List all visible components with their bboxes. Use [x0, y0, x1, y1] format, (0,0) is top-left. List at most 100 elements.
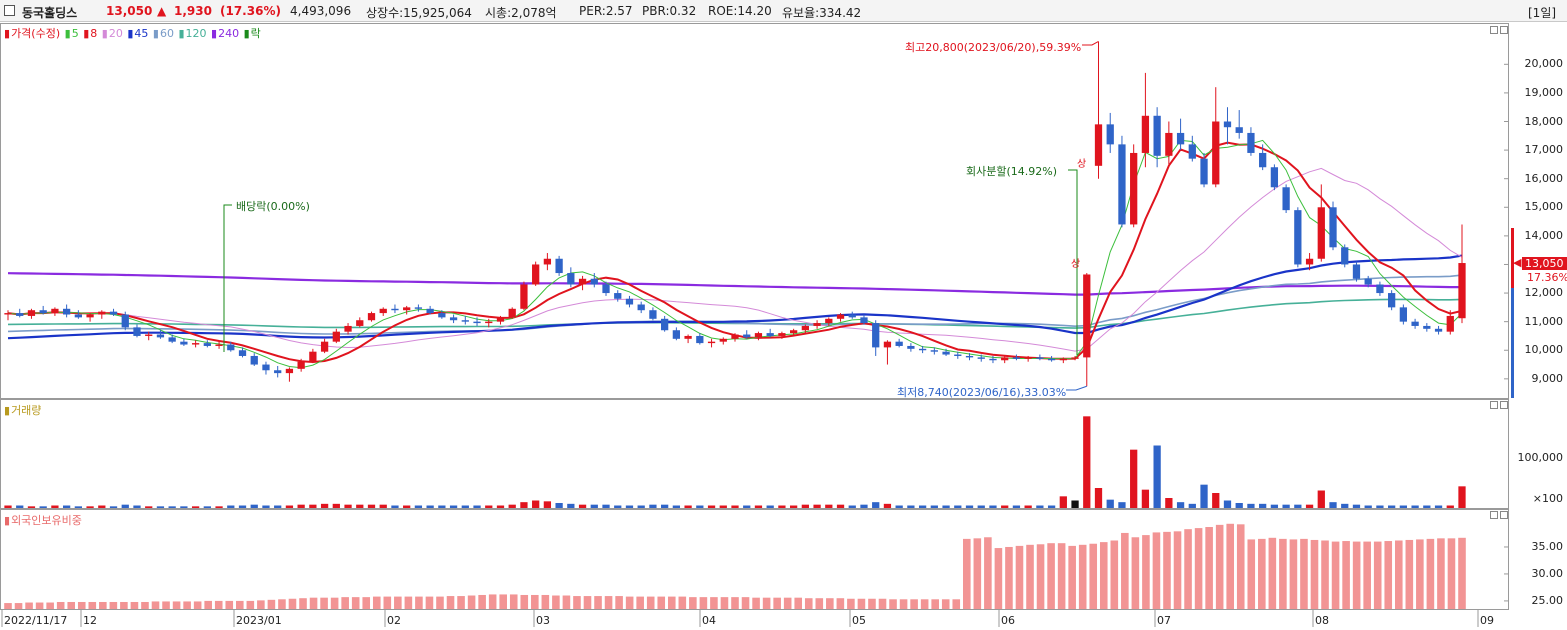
volume-bar — [1388, 505, 1396, 508]
down-candle — [449, 317, 458, 321]
down-candle — [414, 307, 423, 309]
current-price: 13,050 — [106, 4, 153, 18]
up-candle — [778, 333, 786, 336]
foreign-bar — [1279, 538, 1287, 609]
legend-volume[interactable]: 거래량 — [11, 404, 42, 417]
volume-bar — [1200, 484, 1208, 508]
foreign-bar — [267, 599, 276, 609]
down-candle — [1247, 132, 1255, 153]
down-candle — [848, 314, 856, 318]
volume-bar — [109, 506, 118, 508]
up-candle — [145, 334, 153, 336]
select-checkbox[interactable] — [4, 5, 15, 16]
foreign-bar — [246, 600, 255, 609]
volume-bar — [543, 501, 552, 508]
panel-maximize-button[interactable] — [1490, 511, 1498, 519]
foreign-bar — [394, 596, 402, 609]
foreign-bar — [1310, 539, 1319, 609]
legend-price[interactable]: 가격(수정) — [11, 27, 61, 40]
listed-shares: 상장수:15,925,064 — [366, 6, 472, 20]
down-candle — [274, 370, 282, 374]
foreign-bar — [741, 597, 750, 609]
down-candle — [625, 298, 634, 305]
x-tick-label: 04 — [702, 614, 716, 627]
foreign-bar — [1363, 541, 1371, 609]
volume-bar — [801, 504, 809, 508]
down-candle — [1411, 321, 1419, 326]
up-candle — [379, 308, 387, 314]
foreign-bar — [372, 596, 381, 609]
foreign-bar — [689, 597, 697, 609]
legend-ma60[interactable]: 60 — [159, 27, 174, 40]
down-candle — [1012, 357, 1021, 359]
panel-maximize-button[interactable] — [1490, 401, 1498, 409]
volume-bar — [848, 505, 856, 508]
high-leader-line — [1082, 40, 1099, 46]
volume-bar — [989, 505, 997, 508]
price-tick-label: 19,000 — [1524, 85, 1564, 99]
up-candle — [883, 341, 892, 348]
stock-name[interactable]: 동국홀딩스 — [22, 6, 78, 20]
up-candle — [285, 368, 294, 374]
volume-bar — [696, 505, 704, 508]
foreign-panel[interactable] — [0, 509, 1509, 610]
foreign-bar — [236, 600, 244, 609]
foreign-bar — [773, 597, 781, 609]
down-candle — [1399, 307, 1408, 322]
foreign-bar — [646, 596, 655, 609]
up-candle — [356, 320, 364, 326]
down-candle — [918, 348, 927, 351]
down-candle — [1376, 284, 1384, 294]
volume-bar — [309, 504, 317, 508]
up-candle — [1094, 124, 1103, 166]
legend-ma8[interactable]: 8 — [90, 27, 98, 40]
legend-ma240[interactable]: 240 — [218, 27, 240, 40]
foreign-bar — [172, 601, 181, 609]
down-candle — [121, 314, 129, 328]
volume-bar — [743, 505, 751, 508]
foreign-bar — [425, 596, 434, 609]
volume-bar — [1141, 489, 1150, 508]
volume-bar — [637, 505, 645, 508]
down-candle — [907, 345, 915, 349]
volume-bar — [954, 505, 962, 508]
legend-ma120[interactable]: 120 — [185, 27, 207, 40]
foreign-bar — [1163, 531, 1171, 609]
foreign-bar — [562, 595, 571, 609]
panel-maximize-button[interactable] — [1490, 26, 1498, 34]
volume-bar — [719, 505, 727, 508]
low-leader-line — [1066, 385, 1087, 391]
legend-fall[interactable]: 락 — [250, 27, 261, 40]
down-candle — [238, 350, 247, 356]
foreign-bar — [499, 594, 507, 609]
legend-ma45[interactable]: 45 — [134, 27, 149, 40]
period-selector[interactable]: [1일] — [1528, 6, 1557, 20]
down-candle — [637, 304, 645, 311]
foreign-bar — [1268, 537, 1277, 609]
up-candle — [485, 321, 493, 324]
legend-ma20[interactable]: 20 — [108, 27, 123, 40]
legend-ma5[interactable]: 5 — [71, 27, 79, 40]
volume-bar — [508, 504, 516, 508]
split-marker-line — [1068, 169, 1078, 355]
volume-bar — [74, 506, 82, 508]
volume-bar — [731, 505, 739, 508]
panel-close-button[interactable] — [1500, 26, 1508, 34]
panel-close-button[interactable] — [1500, 401, 1508, 409]
foreign-bar — [257, 600, 265, 609]
down-candle — [1118, 144, 1126, 225]
volume-panel[interactable] — [0, 399, 1509, 509]
panel-close-button[interactable] — [1500, 511, 1508, 519]
foreign-bar — [457, 596, 465, 609]
x-tick-label: 2023/01 — [236, 614, 282, 627]
foreign-bar — [162, 601, 170, 609]
up-candle — [1130, 152, 1138, 225]
volume-bar — [1458, 486, 1466, 508]
volume-bar — [16, 505, 24, 508]
foreign-bar — [1099, 542, 1108, 609]
volume-bar — [602, 504, 610, 508]
legend-foreign[interactable]: 외국인보유비중 — [11, 514, 82, 527]
price-panel[interactable] — [0, 23, 1509, 399]
volume-bar — [1247, 503, 1255, 508]
